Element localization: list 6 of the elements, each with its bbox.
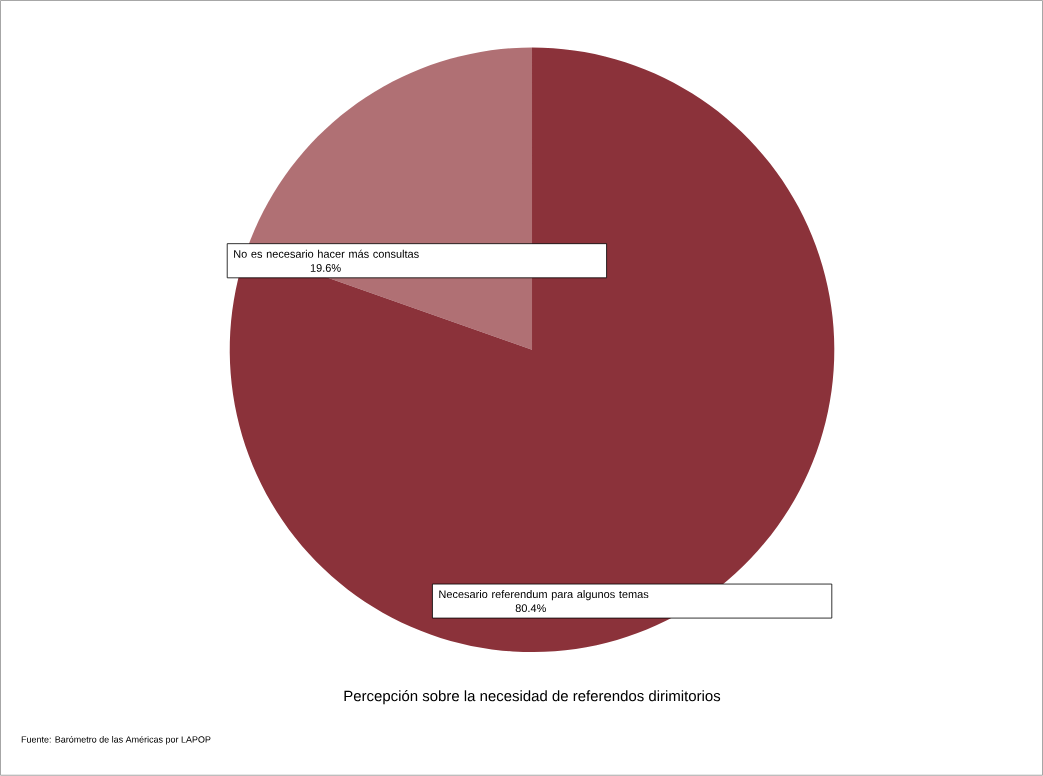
data-label: 19.6% xyxy=(310,264,341,272)
slice-label: No es necesario hacer más consultas xyxy=(234,249,419,258)
slice-label: Necesario referendum para algunos temas xyxy=(439,590,649,601)
data-label: 80.4% xyxy=(515,604,546,613)
source-note: Fuente: Barómetro de las Américas por LAPOP xyxy=(21,736,211,745)
text: Percepción sobre la necesidad de referendos dirimitorios xyxy=(344,690,721,705)
